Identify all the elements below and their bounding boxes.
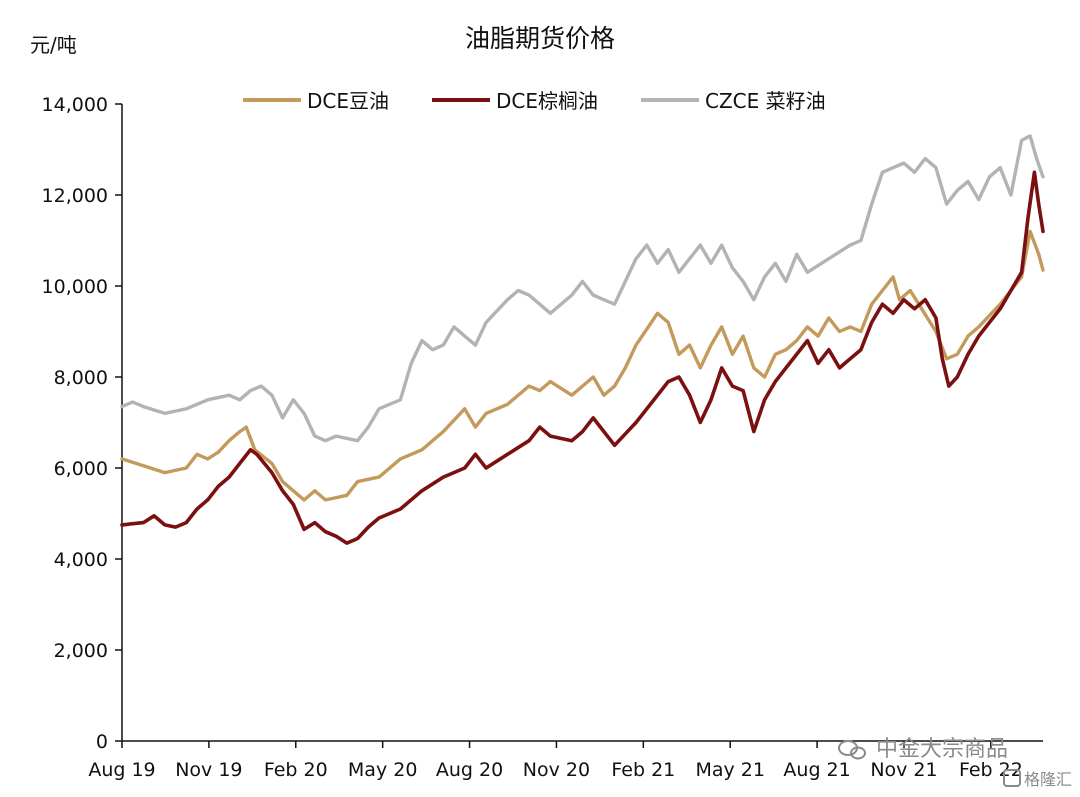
x-tick-label: Feb 22 [959,759,1023,781]
x-tick-label: Aug 21 [783,759,850,781]
y-axis-unit: 元/吨 [30,33,77,57]
x-tick-label: Nov 21 [870,759,937,781]
y-tick-label: 14,000 [42,94,108,116]
x-tick-label: May 20 [348,759,418,781]
legend: DCE豆油 DCE棕榈油 CZCE 菜籽油 [243,89,826,113]
y-tick-label: 4,000 [54,549,108,571]
x-axis: Aug 19 Nov 19 Feb 20 May 20 Aug 20 Nov 20 Feb … [88,740,1043,781]
plot-area [120,134,1045,545]
chart-title: 油脂期货价格 [465,24,615,53]
y-tick-label: 10,000 [42,276,108,298]
gelonghui-logo-icon [1003,769,1021,787]
series-line-1 [120,229,1045,502]
legend-label: DCE豆油 [307,89,389,113]
x-tick-label: Nov 19 [175,759,242,781]
series-line-3 [120,134,1045,443]
y-tick-label: 6,000 [54,458,108,480]
watermark: 中金大宗商品 格隆汇 [838,737,1072,789]
y-axis: 0 2,000 4,000 6,000 8,000 10,000 12,000 14,000 [42,94,123,753]
y-tick-label: 0 [96,731,108,753]
x-tick-label: Feb 20 [264,759,328,781]
legend-label: DCE棕榈油 [496,89,598,113]
x-tick-label: Aug 19 [88,759,155,781]
watermark-badge: 格隆汇 [1024,770,1072,789]
x-tick-label: Feb 21 [611,759,675,781]
x-tick-label: Aug 20 [436,759,503,781]
y-tick-label: 2,000 [54,640,108,662]
y-tick-label: 8,000 [54,367,108,389]
x-tick-label: Nov 20 [523,759,590,781]
legend-label: CZCE 菜籽油 [705,89,826,113]
watermark-text: 中金大宗商品 [876,737,1008,762]
series-line-2 [120,170,1045,545]
wechat-icon [838,740,866,760]
y-tick-label: 12,000 [42,185,108,207]
x-tick-label: May 21 [695,759,765,781]
